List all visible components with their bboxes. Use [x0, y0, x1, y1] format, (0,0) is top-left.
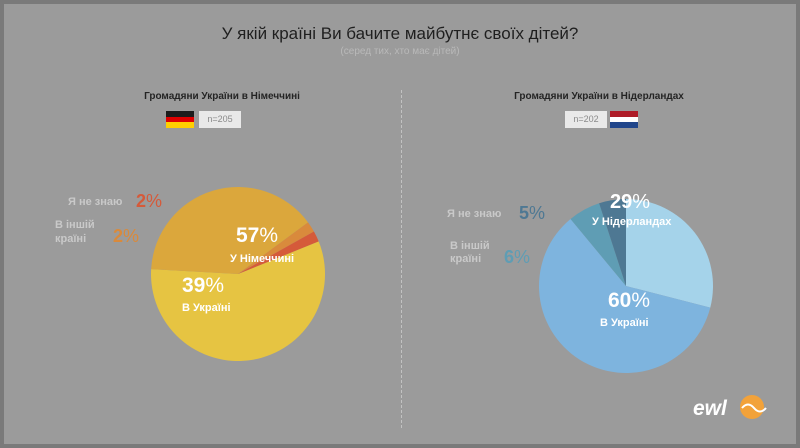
label-de-germany-name: У Німеччині — [230, 253, 294, 265]
label-de-dont-know-name: Я не знаю — [68, 196, 122, 208]
netherlands-flag-icon — [610, 111, 638, 129]
label-de-dont-know-value: 2% — [136, 191, 162, 211]
netherlands-labels: 29% У Нідерландах 60% В Україні Я не зна… — [447, 191, 672, 329]
slice-nl-netherlands — [626, 199, 714, 308]
slice-de-ukraine — [151, 186, 309, 274]
label-de-other-value: 2% — [113, 226, 139, 246]
label-nl-other-value: 6% — [504, 247, 530, 267]
label-de-ukraine-value: 39% — [182, 274, 224, 297]
chart-title: У якій країні Ви бачите майбутнє своїх д… — [221, 24, 579, 43]
pie-charts: 57% У Німеччині 39% В Україні Я не знаю … — [55, 186, 767, 419]
slice-nl-ukraine — [539, 218, 711, 373]
label-nl-ukraine-value: 60% — [608, 289, 650, 312]
germany-flag-icon — [166, 111, 194, 129]
ewl-logo-icon — [740, 395, 767, 419]
netherlands-pie — [539, 199, 714, 373]
label-nl-ukraine-name: В Україні — [600, 317, 649, 329]
slice-de-dont-know — [238, 231, 319, 274]
panel-divider — [401, 90, 402, 428]
germany-sample-size: n=205 — [199, 111, 241, 128]
slice-nl-dont-know — [599, 199, 626, 286]
label-de-germany-value: 57% — [236, 224, 278, 247]
slice-de-other-country — [238, 222, 314, 274]
label-nl-dont-know-value: 5% — [519, 203, 545, 223]
label-de-other-name-line1: В іншій — [55, 219, 95, 231]
label-nl-dont-know-name: Я не знаю — [447, 208, 501, 220]
germany-panel-title: Громадяни України в Німеччині — [144, 91, 300, 102]
ewl-logo-text: ewl — [693, 397, 727, 420]
label-de-other-name-line2: країні — [55, 233, 86, 245]
slice-de-germany — [151, 241, 326, 362]
label-nl-netherlands-name: У Нідерландах — [592, 216, 672, 228]
chart-subtitle: (серед тих, хто має дітей) — [340, 46, 460, 57]
netherlands-panel-title: Громадяни України в Нідерландах — [514, 91, 684, 102]
germany-pie — [151, 186, 326, 362]
germany-labels: 57% У Німеччині 39% В Україні Я не знаю … — [55, 191, 294, 314]
slice-nl-other-country — [570, 203, 626, 286]
label-de-ukraine-name: В Україні — [182, 302, 231, 314]
netherlands-sample-size: n=202 — [565, 111, 607, 128]
chart-page: У якій країні Ви бачите майбутнє своїх д… — [4, 4, 796, 444]
label-nl-other-name-line1: В іншій — [450, 240, 490, 252]
label-nl-netherlands-value: 29% — [610, 191, 650, 213]
label-nl-other-name-line2: країні — [450, 253, 481, 265]
